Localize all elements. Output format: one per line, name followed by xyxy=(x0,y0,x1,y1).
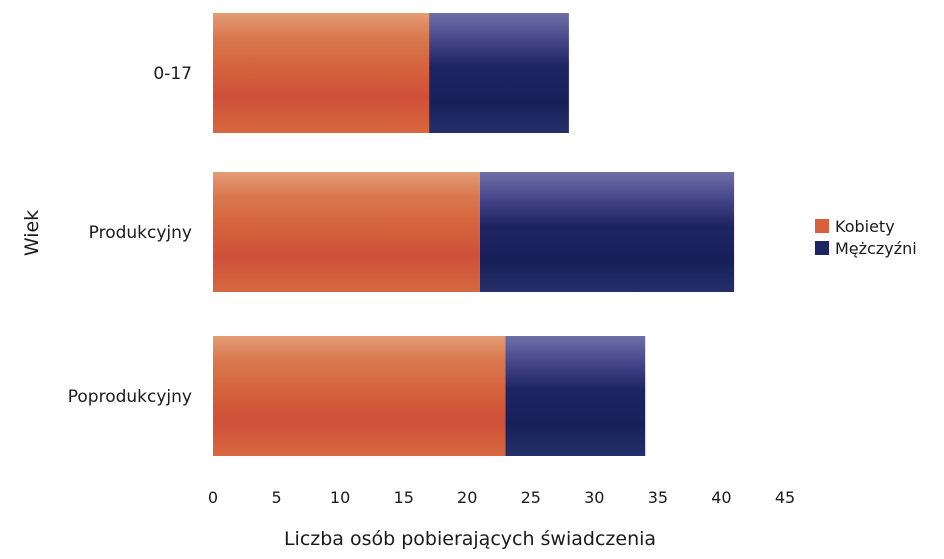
x-tick-label-0: 0 xyxy=(208,488,218,507)
x-tick-label-10: 10 xyxy=(330,488,350,507)
bars xyxy=(213,13,735,456)
x-tick-label-25: 25 xyxy=(521,488,541,507)
x-tick-label-45: 45 xyxy=(775,488,795,507)
bar-segment-kobiety-2 xyxy=(213,336,506,456)
category-label-1: Produkcyjny xyxy=(89,223,192,243)
x-tick-label-40: 40 xyxy=(711,488,731,507)
legend-swatch-0 xyxy=(815,219,829,233)
x-tick-label-5: 5 xyxy=(272,488,282,507)
y-axis-title: Wiek xyxy=(21,210,43,256)
x-tick-label-20: 20 xyxy=(457,488,477,507)
x-axis-title: Liczba osób pobierających świadczenia xyxy=(284,528,656,550)
legend-label-1: Mężczyźni xyxy=(835,239,917,258)
bar-segment-mezczyzni-2 xyxy=(505,336,646,456)
bar-segment-mezczyzni-0 xyxy=(429,13,569,133)
x-tick-label-30: 30 xyxy=(584,488,604,507)
legend: Kobiety Mężczyźni xyxy=(815,217,917,258)
x-tick-labels: 0 5 10 15 20 25 30 35 40 45 xyxy=(208,488,795,507)
category-label-0: 0-17 xyxy=(153,64,192,84)
bar-segment-mezczyzni-1 xyxy=(479,172,735,292)
category-labels: 0-17 Produkcyjny Poprodukcyjny xyxy=(68,64,192,407)
legend-swatch-1 xyxy=(815,241,829,255)
bar-segment-kobiety-0 xyxy=(213,13,430,133)
bar-segment-kobiety-1 xyxy=(213,172,480,292)
x-tick-label-35: 35 xyxy=(648,488,668,507)
x-tick-label-15: 15 xyxy=(394,488,414,507)
category-label-2: Poprodukcyjny xyxy=(68,387,192,407)
legend-label-0: Kobiety xyxy=(835,217,895,236)
